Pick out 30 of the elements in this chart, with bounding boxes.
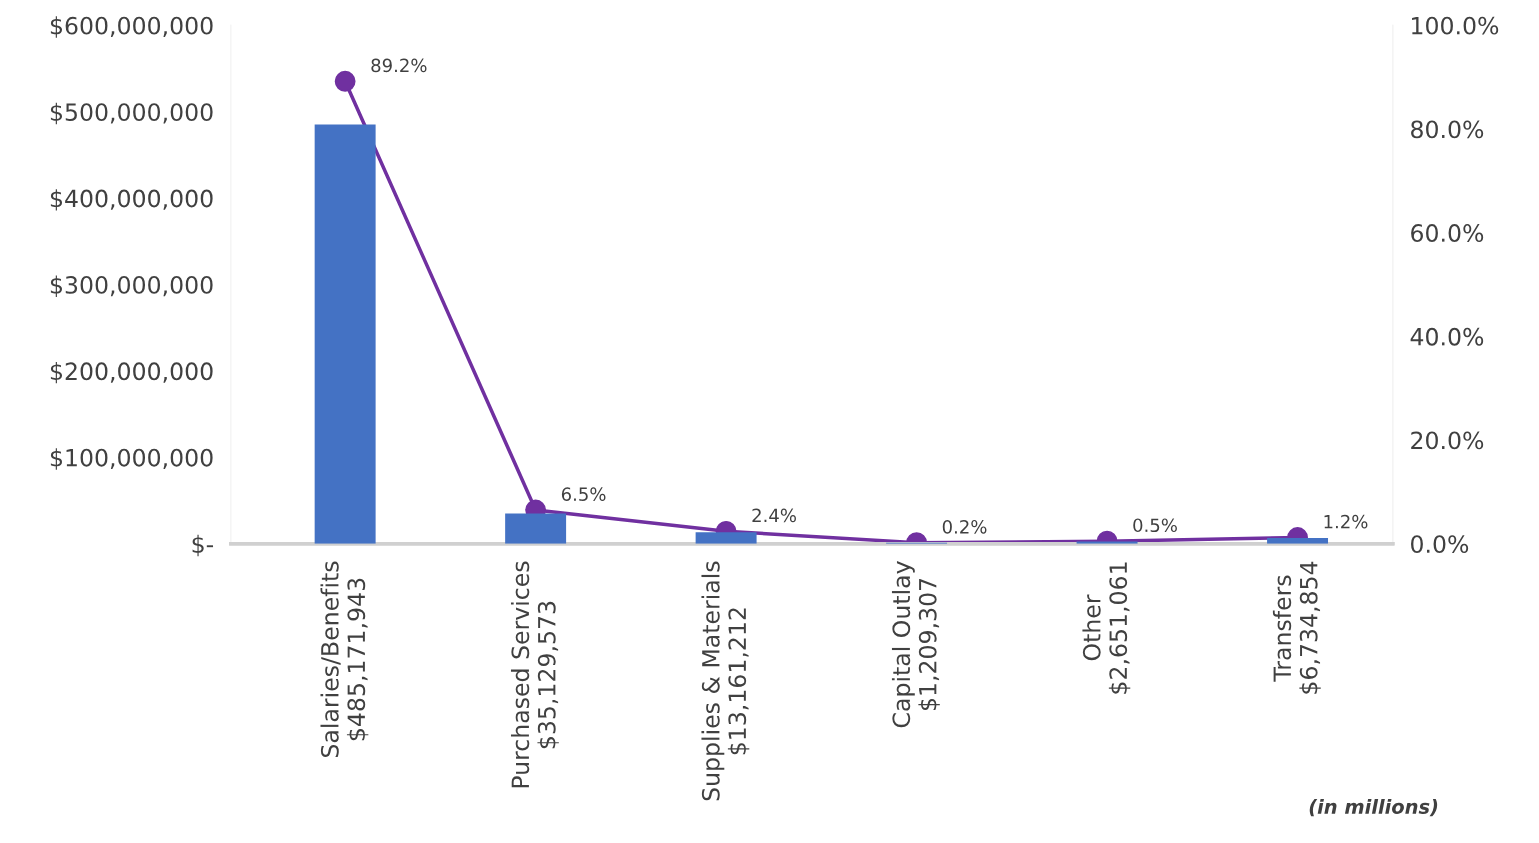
y-tick-label: $- (192, 534, 214, 557)
data-label: 6.5% (561, 487, 606, 501)
bar (695, 532, 757, 544)
y2-tick-label: 60.0% (1411, 224, 1484, 242)
bar (314, 124, 376, 544)
data-label: 0.5% (1133, 518, 1177, 533)
x-tick-label: Capital Outlay $1,209,307 (891, 561, 940, 728)
data-label: 89.2% (371, 58, 427, 73)
y-tick-label: $400,000,000 (50, 189, 213, 211)
x-tick-label: Purchased Services $35,129,573 (510, 561, 559, 788)
y2-tick-label: 20.0% (1411, 431, 1484, 450)
data-label: 1.2% (1324, 514, 1368, 529)
y-tick-label: $100,000,000 (50, 448, 213, 470)
x-tick-label: Supplies & Materials $13,161,212 (701, 561, 750, 801)
y2-tick-label: 40.0% (1410, 327, 1484, 346)
point (334, 70, 356, 92)
data-label: 2.4% (752, 508, 796, 523)
y-tick-label: $200,000,000 (50, 361, 213, 384)
data-label: 0.2% (942, 519, 987, 534)
x-tick-label: Transfers $6,734,854 (1272, 561, 1321, 694)
y-tick-label: $300,000,000 (50, 275, 213, 297)
y2-tick-label: 80.0% (1411, 120, 1484, 139)
y2-tick-label: 0.0% (1411, 535, 1469, 554)
x-tick-label: Salaries/Benefits $485,171,943 (320, 561, 369, 758)
bar (505, 513, 567, 544)
x-tick-label: Other $2,651,061 (1082, 562, 1131, 694)
y-tick-label: $500,000,000 (50, 102, 213, 125)
y2-tick-label: 100.0% (1412, 16, 1499, 35)
text: (in millions) (1309, 798, 1438, 817)
y-tick-label: $600,000,000 (50, 16, 213, 38)
